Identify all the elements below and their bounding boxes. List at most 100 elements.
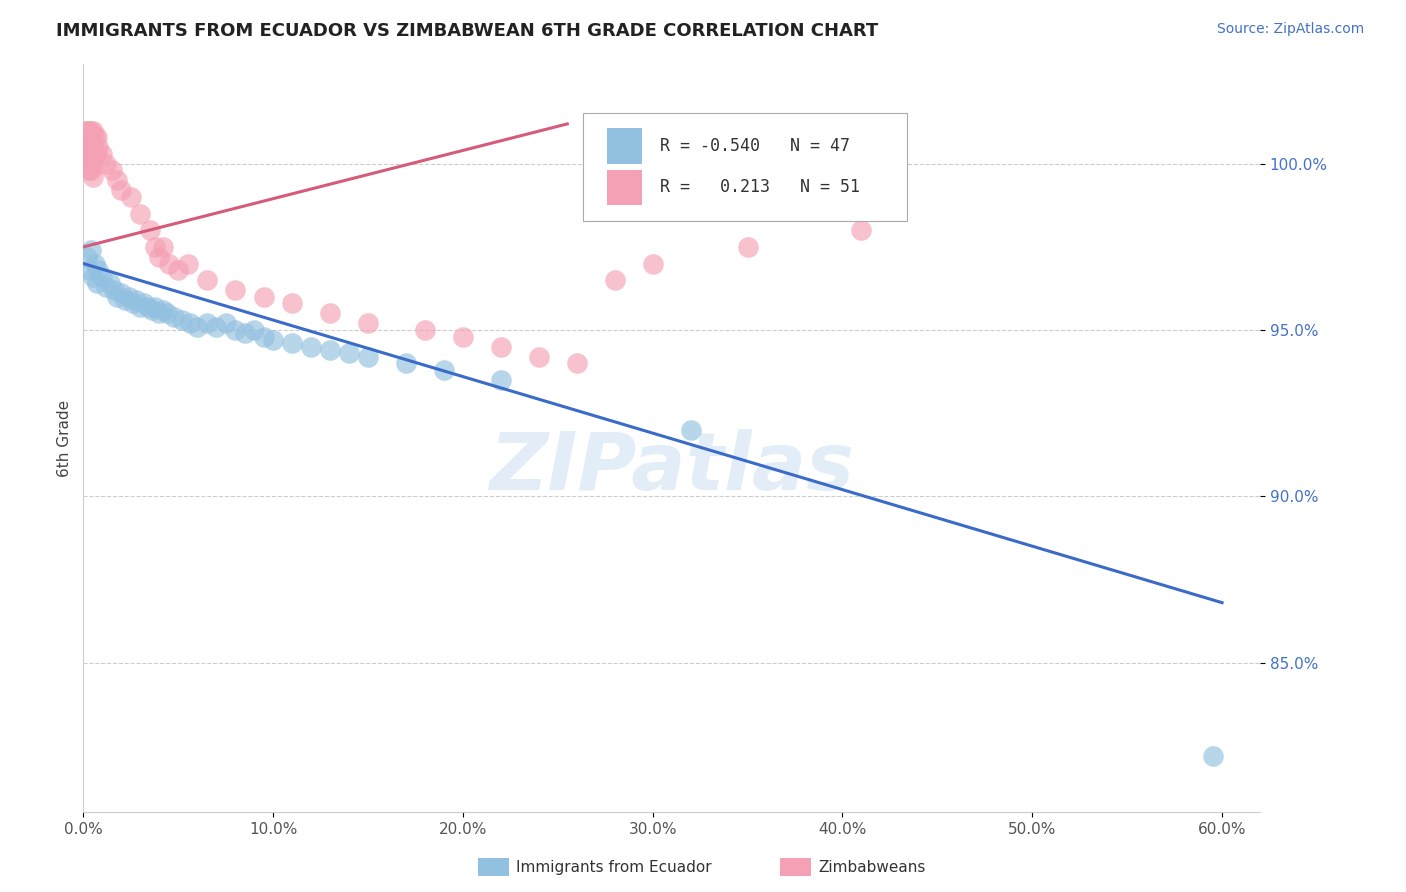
Point bbox=[1201, 748, 1223, 763]
Point bbox=[141, 303, 163, 318]
Text: Zimbabweans: Zimbabweans bbox=[818, 860, 925, 874]
Point bbox=[121, 296, 143, 310]
Point bbox=[80, 244, 103, 258]
Point bbox=[176, 256, 198, 270]
FancyBboxPatch shape bbox=[583, 112, 907, 221]
Point bbox=[114, 293, 136, 307]
Point bbox=[136, 300, 159, 314]
Point bbox=[433, 363, 456, 377]
Point bbox=[82, 123, 104, 137]
Point bbox=[107, 173, 129, 187]
Point bbox=[83, 130, 105, 145]
Point bbox=[94, 280, 117, 294]
Point bbox=[299, 340, 322, 354]
Point bbox=[145, 300, 167, 314]
Point bbox=[281, 296, 304, 310]
Point bbox=[80, 157, 103, 171]
Point bbox=[98, 277, 121, 291]
Point bbox=[395, 356, 418, 370]
Point bbox=[527, 350, 550, 364]
Point bbox=[205, 319, 228, 334]
Point bbox=[851, 223, 873, 237]
Point bbox=[107, 290, 129, 304]
Point bbox=[148, 250, 170, 264]
Point bbox=[76, 250, 98, 264]
Point bbox=[157, 256, 180, 270]
Point bbox=[413, 323, 436, 337]
Point bbox=[243, 323, 266, 337]
Point bbox=[262, 333, 284, 347]
Point bbox=[103, 283, 125, 297]
Point bbox=[86, 130, 108, 145]
Point bbox=[357, 317, 380, 331]
Point bbox=[82, 170, 104, 185]
Point bbox=[129, 300, 152, 314]
Point bbox=[565, 356, 588, 370]
Text: Immigrants from Ecuador: Immigrants from Ecuador bbox=[516, 860, 711, 874]
Point bbox=[319, 343, 342, 357]
Point bbox=[77, 123, 100, 137]
Point bbox=[100, 163, 122, 178]
Point bbox=[125, 293, 148, 307]
Point bbox=[148, 306, 170, 320]
Point bbox=[86, 146, 108, 161]
Point bbox=[82, 140, 104, 154]
Point bbox=[91, 146, 114, 161]
Point bbox=[80, 123, 103, 137]
Point bbox=[489, 340, 512, 354]
Point bbox=[641, 256, 664, 270]
Point bbox=[91, 269, 114, 284]
Point bbox=[132, 296, 155, 310]
Point bbox=[603, 273, 626, 287]
Point bbox=[76, 157, 98, 171]
Point bbox=[145, 240, 167, 254]
Point bbox=[138, 223, 160, 237]
Point bbox=[75, 123, 97, 137]
Point bbox=[152, 303, 174, 318]
Point bbox=[337, 346, 360, 360]
Point bbox=[163, 310, 186, 324]
Point bbox=[679, 423, 702, 437]
Point bbox=[179, 317, 201, 331]
Point bbox=[75, 140, 97, 154]
Point bbox=[94, 157, 117, 171]
Point bbox=[77, 263, 100, 277]
Point bbox=[77, 157, 100, 171]
Text: Source: ZipAtlas.com: Source: ZipAtlas.com bbox=[1216, 22, 1364, 37]
Text: IMMIGRANTS FROM ECUADOR VS ZIMBABWEAN 6TH GRADE CORRELATION CHART: IMMIGRANTS FROM ECUADOR VS ZIMBABWEAN 6T… bbox=[56, 22, 879, 40]
Point bbox=[86, 277, 108, 291]
Point bbox=[224, 323, 246, 337]
Point bbox=[76, 123, 98, 137]
Point bbox=[77, 163, 100, 178]
Point bbox=[281, 336, 304, 351]
Point bbox=[252, 290, 274, 304]
Point bbox=[80, 163, 103, 178]
Point bbox=[186, 319, 208, 334]
Point bbox=[195, 317, 218, 331]
Point bbox=[156, 306, 179, 320]
Text: ZIPatlas: ZIPatlas bbox=[489, 429, 855, 507]
Point bbox=[110, 183, 132, 197]
Point bbox=[87, 263, 110, 277]
Point bbox=[83, 146, 105, 161]
Point bbox=[451, 329, 474, 343]
Point bbox=[224, 283, 246, 297]
Point bbox=[737, 240, 759, 254]
Point bbox=[118, 290, 141, 304]
Point bbox=[319, 306, 342, 320]
Point bbox=[76, 140, 98, 154]
FancyBboxPatch shape bbox=[607, 128, 643, 164]
Point bbox=[152, 240, 174, 254]
Point bbox=[233, 326, 256, 341]
Point bbox=[80, 140, 103, 154]
Point bbox=[357, 350, 380, 364]
Text: R =   0.213   N = 51: R = 0.213 N = 51 bbox=[659, 178, 860, 196]
Point bbox=[82, 269, 104, 284]
Point bbox=[167, 263, 190, 277]
Point bbox=[214, 317, 236, 331]
Point bbox=[82, 157, 104, 171]
Point bbox=[170, 313, 193, 327]
Point bbox=[120, 190, 142, 204]
Point bbox=[252, 329, 274, 343]
Y-axis label: 6th Grade: 6th Grade bbox=[58, 400, 72, 476]
